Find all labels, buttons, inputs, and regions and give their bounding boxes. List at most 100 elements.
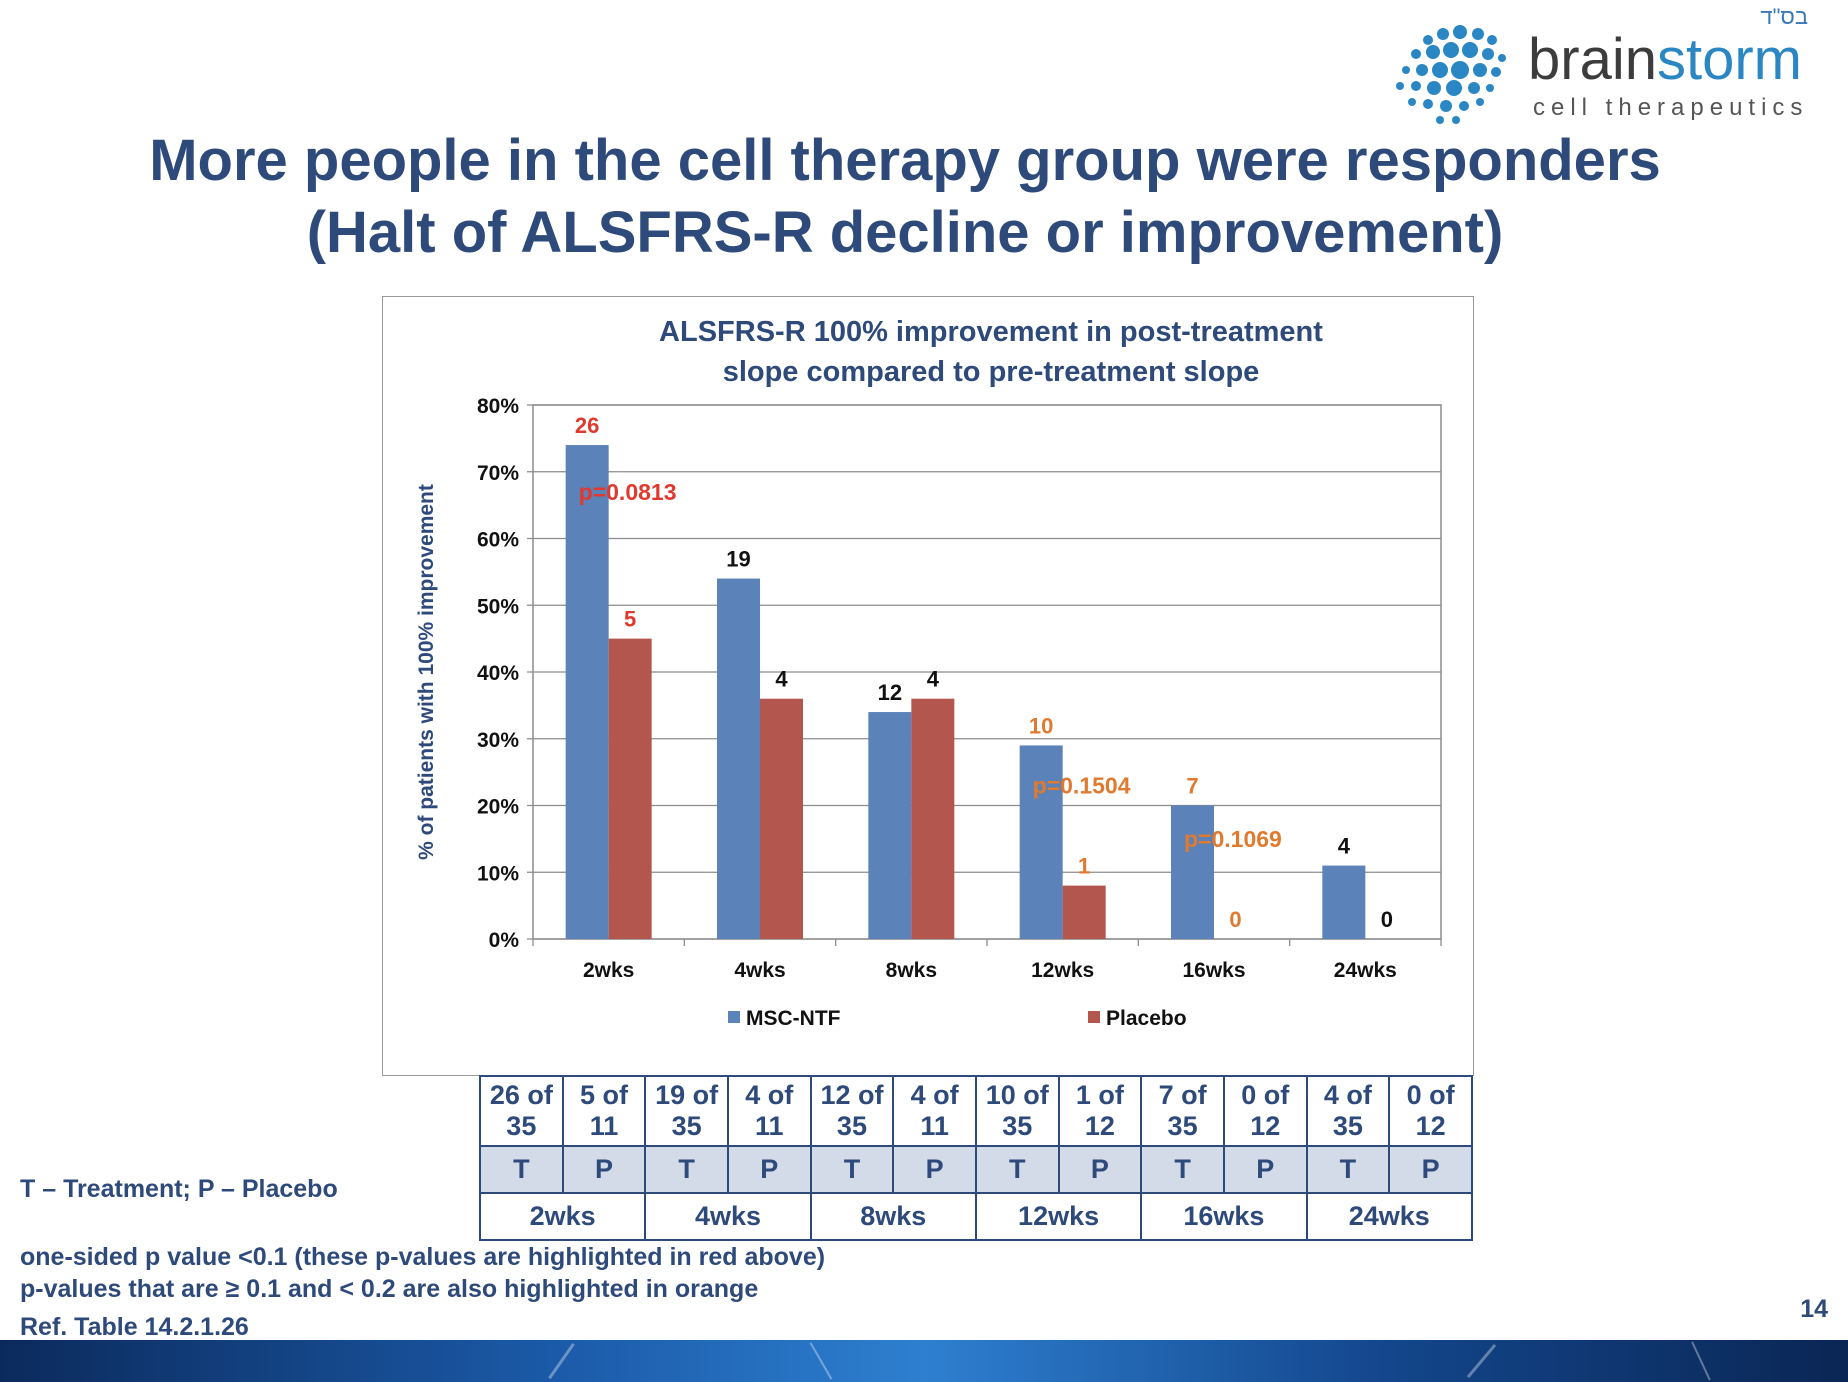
- y-tick-label: 60%: [477, 529, 519, 552]
- y-tick-label: 20%: [477, 796, 519, 819]
- week-cell: 4wks: [644, 1191, 812, 1242]
- week-cell: 12wks: [974, 1191, 1143, 1242]
- group-cell: P: [561, 1144, 647, 1194]
- legend-label: Placebo: [1106, 1007, 1187, 1030]
- count-cell-line: 1 of: [1075, 1079, 1124, 1110]
- bar-data-label: 5: [624, 607, 636, 632]
- group-cell: P: [1222, 1144, 1308, 1194]
- count-cell-line: 35: [671, 1110, 702, 1141]
- bar-msc-ntf: [1019, 745, 1063, 939]
- p-value-orange-note: p-values that are ≥ 0.1 and < 0.2 are al…: [20, 1275, 759, 1303]
- x-tick-label: 4wks: [734, 959, 785, 982]
- legend-swatch: [1088, 1011, 1100, 1023]
- week-cell: 24wks: [1305, 1191, 1474, 1242]
- count-cell: 4 of 11: [892, 1075, 977, 1147]
- count-cell: 4 of 11: [726, 1075, 812, 1147]
- bar-data-label: 4: [927, 667, 940, 692]
- x-tick-label: 2wks: [583, 959, 634, 982]
- chart-container: ALSFRS-R 100% improvement in post-treatm…: [382, 296, 1474, 1076]
- count-cell-line: 0 of: [1406, 1079, 1455, 1110]
- bar-msc-ntf: [717, 578, 760, 939]
- count-cell: 10 of 35: [974, 1075, 1060, 1147]
- group-cell: T: [644, 1144, 729, 1194]
- logo-dots-icon: [1396, 25, 1506, 124]
- bar-msc-ntf: [565, 445, 609, 939]
- count-cell-line: 5 of: [579, 1079, 628, 1110]
- count-cell-line: 35: [1167, 1110, 1198, 1141]
- count-cell-line: 11: [755, 1110, 784, 1141]
- bar-data-label: 0: [1229, 907, 1241, 932]
- chart-title-line1: ALSFRS-R 100% improvement in post-treatm…: [659, 316, 1323, 348]
- y-tick-label: 10%: [477, 862, 519, 885]
- count-cell: 1 of 12: [1057, 1075, 1143, 1147]
- logo-subtitle: cell therapeutics: [1533, 94, 1809, 121]
- week-cell: 2wks: [478, 1191, 647, 1242]
- count-cell-line: 7 of: [1158, 1079, 1207, 1110]
- group-cell: T: [974, 1144, 1060, 1194]
- y-tick-label: 30%: [477, 729, 519, 752]
- logo-wordmark: brainstorm: [1528, 27, 1802, 92]
- count-cell-line: 35: [1332, 1110, 1363, 1141]
- x-tick-label: 24wks: [1334, 959, 1397, 982]
- bar-data-label: 10: [1029, 713, 1053, 738]
- count-cell: 5 of 11: [561, 1075, 647, 1147]
- count-cell: 19 of 35: [644, 1075, 729, 1147]
- y-tick-label: 50%: [477, 595, 519, 618]
- legend-label: MSC-NTF: [746, 1007, 841, 1030]
- brainstorm-logo: brainstorm cell therapeutics: [1388, 20, 1818, 130]
- x-tick-label: 12wks: [1031, 959, 1094, 982]
- count-cell: 4 of 35: [1305, 1075, 1391, 1147]
- count-cell-line: 4 of: [910, 1079, 959, 1110]
- legend-swatch: [728, 1011, 740, 1023]
- p-value-annotation: p=0.0813: [579, 479, 677, 505]
- decorative-footer-band: [0, 1340, 1848, 1382]
- y-axis-label: % of patients with 100% improvement: [415, 484, 438, 860]
- bar-msc-ntf: [868, 712, 912, 939]
- count-cell-line: 12: [1250, 1110, 1281, 1141]
- y-tick-label: 0%: [489, 929, 520, 952]
- legend-tp-note: T – Treatment; P – Placebo: [20, 1175, 338, 1203]
- group-cell: T: [1305, 1144, 1391, 1194]
- group-cell: T: [479, 1144, 564, 1194]
- counts-table: 26 of 35 5 of 11 19 of 35 4 of 11 12 of 35 4 of 11 1…: [478, 1075, 1474, 1242]
- count-cell-line: 11: [589, 1110, 619, 1141]
- bar-chart: ALSFRS-R 100% improvement in post-treatm…: [415, 316, 1442, 1030]
- bar-data-label: 19: [726, 547, 750, 572]
- p-value-annotation: p=0.1504: [1033, 772, 1131, 798]
- bar-msc-ntf: [1171, 805, 1214, 939]
- chart-title-line2: slope compared to pre-treatment slope: [723, 356, 1260, 388]
- page-number: 14: [1800, 1295, 1828, 1323]
- count-cell-line: 26 of: [489, 1079, 553, 1110]
- bar-placebo: [608, 638, 652, 939]
- count-cell: 0 of 12: [1222, 1075, 1308, 1147]
- y-tick-label: 80%: [477, 395, 519, 418]
- count-cell-line: 0 of: [1241, 1079, 1290, 1110]
- count-cell: 26 of 35: [479, 1075, 564, 1147]
- group-cell: P: [1388, 1144, 1473, 1194]
- count-cell-line: 12 of: [820, 1079, 884, 1110]
- count-cell-line: 4 of: [745, 1079, 794, 1110]
- count-cell-line: 12: [1415, 1110, 1446, 1141]
- week-cell: 8wks: [809, 1191, 977, 1242]
- y-tick-label: 40%: [477, 662, 519, 685]
- y-tick-label: 70%: [477, 462, 519, 485]
- count-cell: 7 of 35: [1140, 1075, 1225, 1147]
- count-cell-line: 10 of: [985, 1079, 1049, 1110]
- p-value-annotation: p=0.1069: [1184, 826, 1282, 852]
- week-cell: 16wks: [1140, 1191, 1308, 1242]
- bar-data-label: 26: [575, 413, 599, 438]
- bar-data-label: 4: [775, 667, 788, 692]
- slide-title-line1: More people in the cell therapy group we…: [149, 128, 1661, 193]
- group-cell: T: [1140, 1144, 1225, 1194]
- reference-note: Ref. Table 14.2.1.26: [20, 1313, 249, 1341]
- bar-data-label: 1: [1078, 854, 1090, 879]
- slide-title-line2: (Halt of ALSFRS-R decline or improvement…: [306, 200, 1504, 265]
- count-cell: 12 of 35: [809, 1075, 895, 1147]
- bar-data-label: 7: [1186, 774, 1198, 799]
- count-cell-line: 11: [920, 1110, 949, 1141]
- hebrew-mark: בס"ד: [1760, 4, 1808, 29]
- count-cell-line: 35: [836, 1110, 867, 1141]
- bar-data-label: 12: [878, 680, 902, 705]
- group-cell: T: [809, 1144, 895, 1194]
- count-cell-line: 12: [1084, 1110, 1115, 1141]
